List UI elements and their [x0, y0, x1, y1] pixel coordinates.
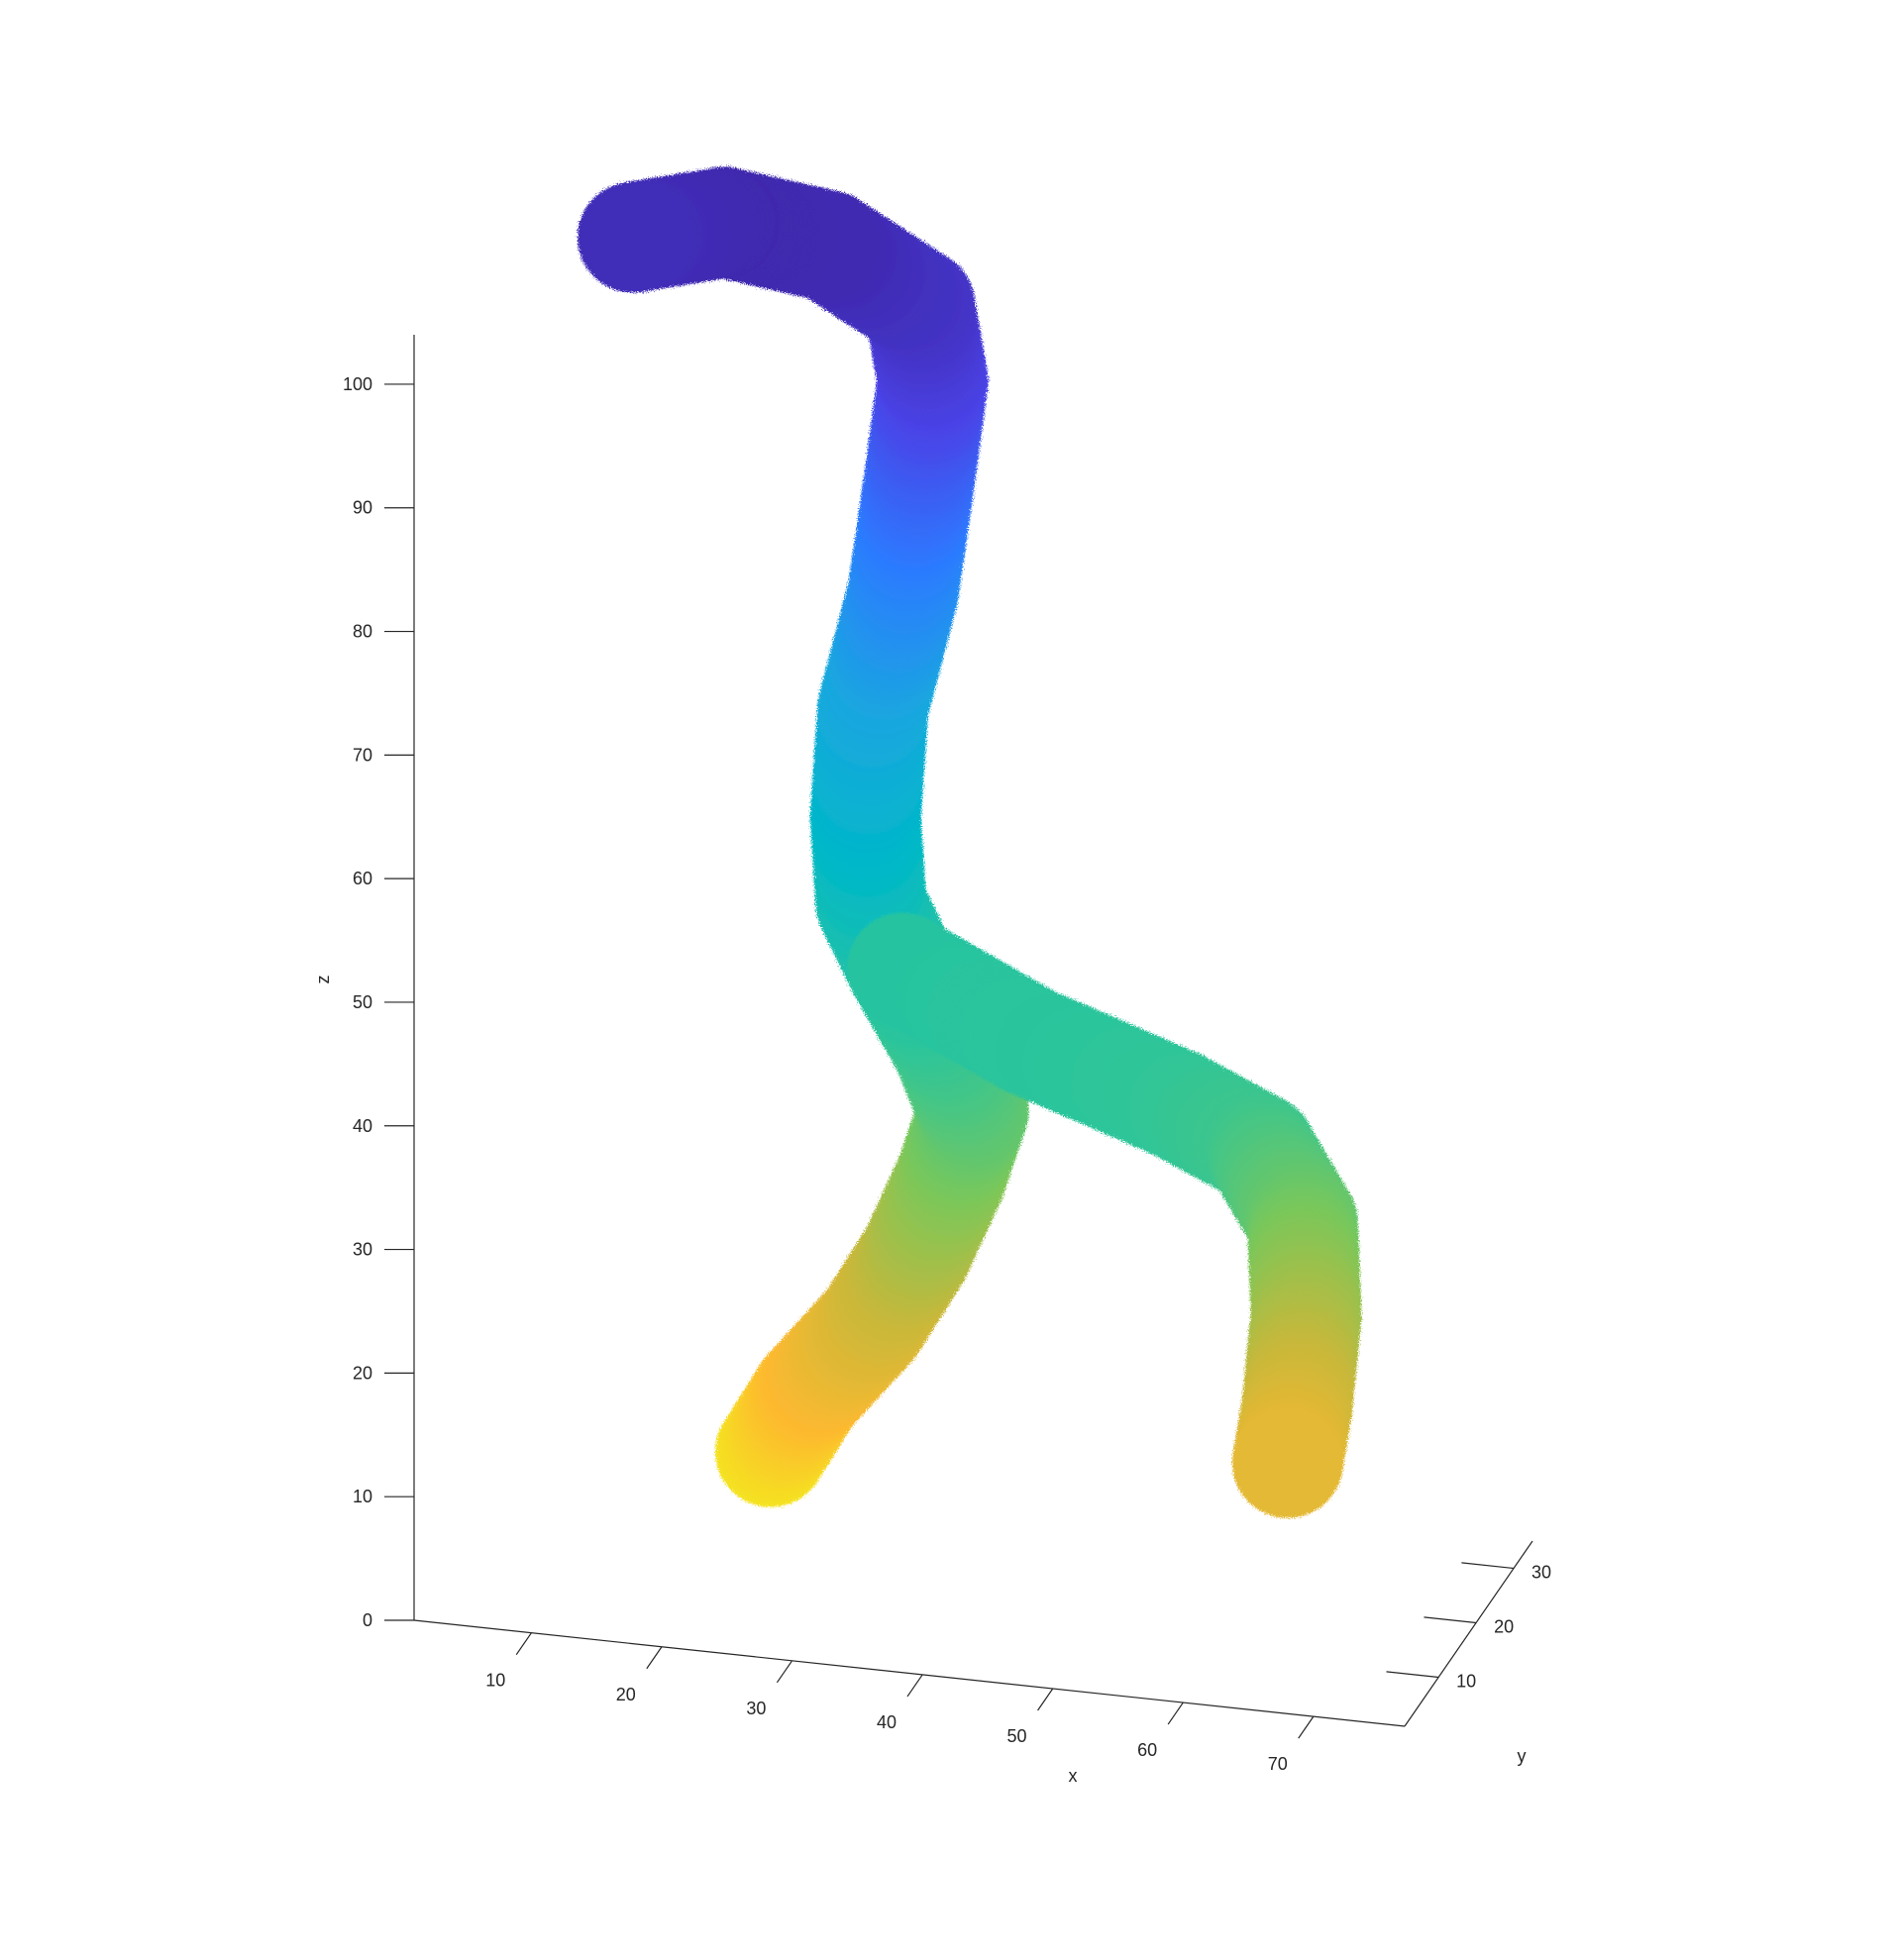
x-tick-mark — [906, 1674, 923, 1698]
x-axis-line — [413, 1619, 1406, 1727]
z-tick-label: 40 — [353, 1116, 372, 1136]
z-tick-label: 10 — [353, 1487, 372, 1506]
z-tick-label: 50 — [353, 992, 372, 1012]
y-axis-line — [1404, 1540, 1533, 1727]
x-tick-mark — [515, 1632, 532, 1656]
z-tick-label: 60 — [353, 869, 372, 888]
y-tick-mark — [1386, 1671, 1439, 1679]
z-tick-label: 0 — [363, 1610, 372, 1630]
data-point — [577, 181, 688, 293]
z-tick-label: 90 — [353, 498, 372, 518]
z-tick-label: 20 — [353, 1363, 372, 1383]
x-tick-label: 40 — [877, 1712, 897, 1732]
x-tick-mark — [646, 1646, 663, 1670]
y-axis-label: y — [1518, 1746, 1527, 1766]
x-tick-label: 70 — [1268, 1754, 1288, 1774]
point-cloud — [577, 166, 1362, 1518]
x-tick-mark — [1037, 1688, 1054, 1711]
y-tick-mark — [1424, 1616, 1477, 1624]
y-ticks: 10 20 30 — [1386, 1562, 1551, 1692]
z-tick-label: 30 — [353, 1240, 372, 1260]
z-axis-label: z — [313, 976, 333, 984]
y-tick-label: 10 — [1456, 1672, 1476, 1692]
x-tick-label: 10 — [485, 1671, 505, 1691]
x-tick-label: 20 — [616, 1685, 636, 1704]
x-tick-mark — [1298, 1715, 1315, 1739]
x-ticks: 10 20 30 40 50 60 70 — [485, 1632, 1315, 1774]
tube-branch-2 — [847, 912, 1362, 1518]
z-tick-label: 70 — [353, 745, 372, 765]
y-tick-label: 30 — [1531, 1563, 1551, 1583]
axes-box — [413, 335, 1533, 1727]
z-tick-label: 80 — [353, 622, 372, 642]
y-tick-label: 20 — [1494, 1617, 1514, 1637]
x-axis-label: x — [1069, 1766, 1078, 1786]
tube-branch-1 — [577, 166, 1029, 1507]
z-tick-label: 100 — [343, 374, 372, 394]
x-tick-label: 30 — [746, 1699, 766, 1718]
x-tick-mark — [1167, 1702, 1184, 1725]
data-point — [1231, 1406, 1343, 1518]
x-tick-label: 60 — [1137, 1740, 1157, 1760]
z-ticks: 0 10 20 30 40 50 60 70 80 90 100 — [343, 374, 414, 1630]
x-tick-mark — [776, 1660, 793, 1684]
y-tick-mark — [1461, 1562, 1515, 1570]
x-tick-label: 50 — [1007, 1726, 1027, 1746]
